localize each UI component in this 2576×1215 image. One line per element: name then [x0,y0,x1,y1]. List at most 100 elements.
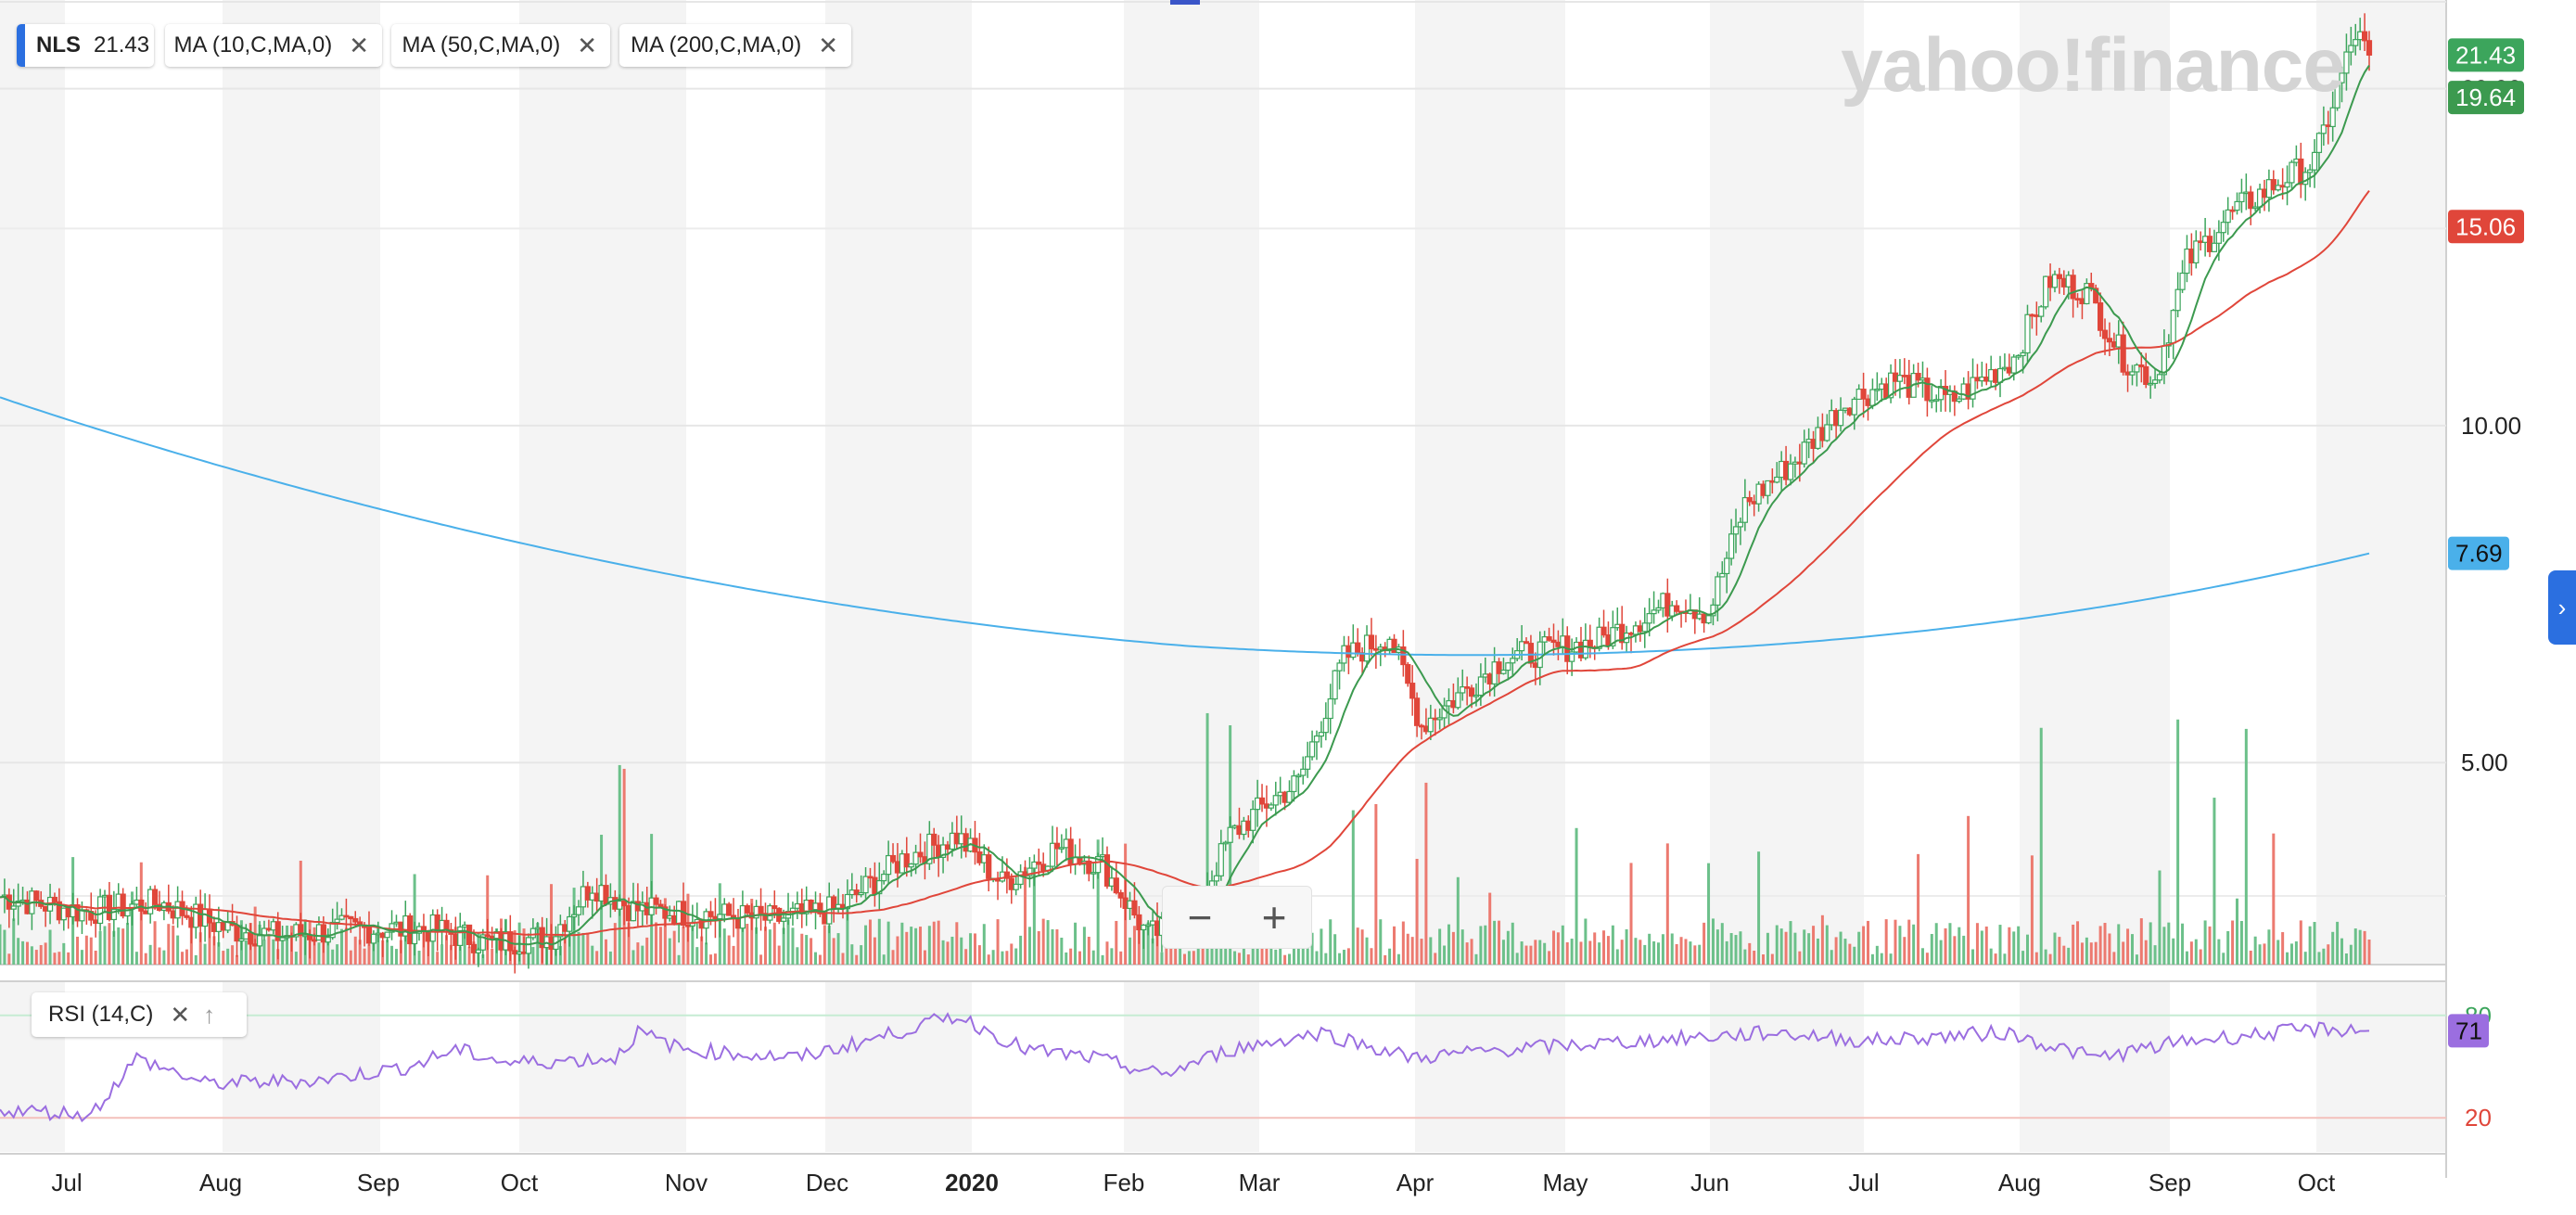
volume-bar [1041,918,1045,965]
close-icon[interactable]: ✕ [577,31,597,59]
arrow-up-icon[interactable]: ↑ [203,1000,216,1029]
candle-body [1236,825,1243,836]
candle-body [1810,439,1817,449]
volume-bar [2139,918,2143,965]
zoom-in-button[interactable]: + [1261,893,1287,941]
volume-bar [823,925,826,965]
zoom-out-button[interactable]: − [1187,893,1213,941]
volume-bar [167,924,171,965]
volume-bar [367,944,371,965]
candle-body [831,896,837,909]
volume-bar [2236,898,2239,965]
candle-body [644,902,650,915]
close-icon[interactable]: ✕ [170,1000,191,1029]
candle-body [1336,662,1343,671]
candle-body [1422,725,1430,733]
volume-bar [2044,949,2047,965]
candle-body [1103,854,1111,887]
candle-body [384,931,390,939]
candle-body [1427,717,1434,733]
ma50-legend[interactable]: MA (50,C,MA,0) ✕ [391,24,610,67]
candle-body [2198,240,2204,244]
volume-bar [964,949,968,965]
ma200-label: MA (200,C,MA,0) [631,32,802,58]
volume-bar [2322,948,2326,965]
volume-bar [222,951,225,965]
volume-bar [262,940,266,965]
candle-body [1036,861,1042,865]
candle-body [2284,182,2290,188]
volume-bar [645,937,649,965]
volume-bar [117,927,121,965]
candle-body [881,874,887,882]
volume-bar [312,927,316,965]
volume-bar [2149,922,2152,965]
volume-bar [1401,921,1405,965]
ma200-legend[interactable]: MA (200,C,MA,0) ✕ [619,24,851,67]
candle-body [143,910,149,914]
candle-body [1377,646,1384,650]
volume-bar [1620,940,1624,965]
candle-body [453,933,459,947]
candle-body [2289,161,2295,184]
zoom-controls: − + [1162,886,1312,949]
candle-body [1887,372,1894,399]
volume-bar [353,936,357,965]
volume-bar [1602,930,1606,965]
volume-bar [1032,868,1036,965]
candle-body [270,921,276,931]
volume-bar [1598,942,1601,965]
expand-panel-button[interactable]: › [2548,570,2576,645]
candle-body [1291,775,1297,793]
candle-body [1929,399,1935,403]
volume-bar [253,906,257,965]
volume-bar [1434,953,1437,965]
candle-body [1646,613,1652,624]
x-tick-label: Oct [2298,1169,2336,1196]
month-band [2316,0,2446,965]
volume-bar [1379,919,1383,965]
volume-bar [1338,953,1342,965]
volume-bar [1474,953,1478,965]
candle-body [1541,636,1548,643]
candle-body [2115,334,2122,348]
candle-body [1819,427,1826,441]
candle-body [1136,914,1142,931]
volume-bar [349,950,352,965]
volume-bar [331,949,335,965]
ma10-legend[interactable]: MA (10,C,MA,0) ✕ [165,24,382,67]
candle-body [1719,572,1726,578]
candle-body [1960,383,1967,400]
candle-body [2029,313,2035,317]
rsi-legend[interactable]: RSI (14,C) ✕ ↑ [32,992,247,1037]
candle-body [1150,920,1156,926]
candle-body [1769,480,1776,483]
rsi-line [0,1012,2370,1123]
candle-body [1322,717,1329,734]
volume-bar [1060,938,1064,965]
candle-body [1741,496,1748,523]
candle-body [1486,673,1493,684]
candle-body [2329,107,2336,128]
volume-bar [1101,954,1104,965]
candle-body [434,914,440,932]
month-band [1124,981,1259,1152]
symbol-color-marker [17,24,25,67]
volume-bar [1652,940,1656,965]
volume-bar [658,927,662,965]
close-icon[interactable]: ✕ [349,31,369,59]
close-icon[interactable]: ✕ [818,31,838,59]
volume-bar [1693,945,1697,965]
volume-bar [1870,953,1874,965]
symbol-legend[interactable]: NLS 21.43 [17,24,154,67]
candle-body [520,951,528,954]
volume-bar [1711,918,1715,965]
volume-bar [705,942,708,965]
volume-bar [991,950,995,965]
volume-bar [1037,931,1040,965]
candle-body [2353,39,2359,46]
candle-body [1446,699,1452,707]
candle-body [1532,662,1538,669]
candle-body [429,914,436,942]
